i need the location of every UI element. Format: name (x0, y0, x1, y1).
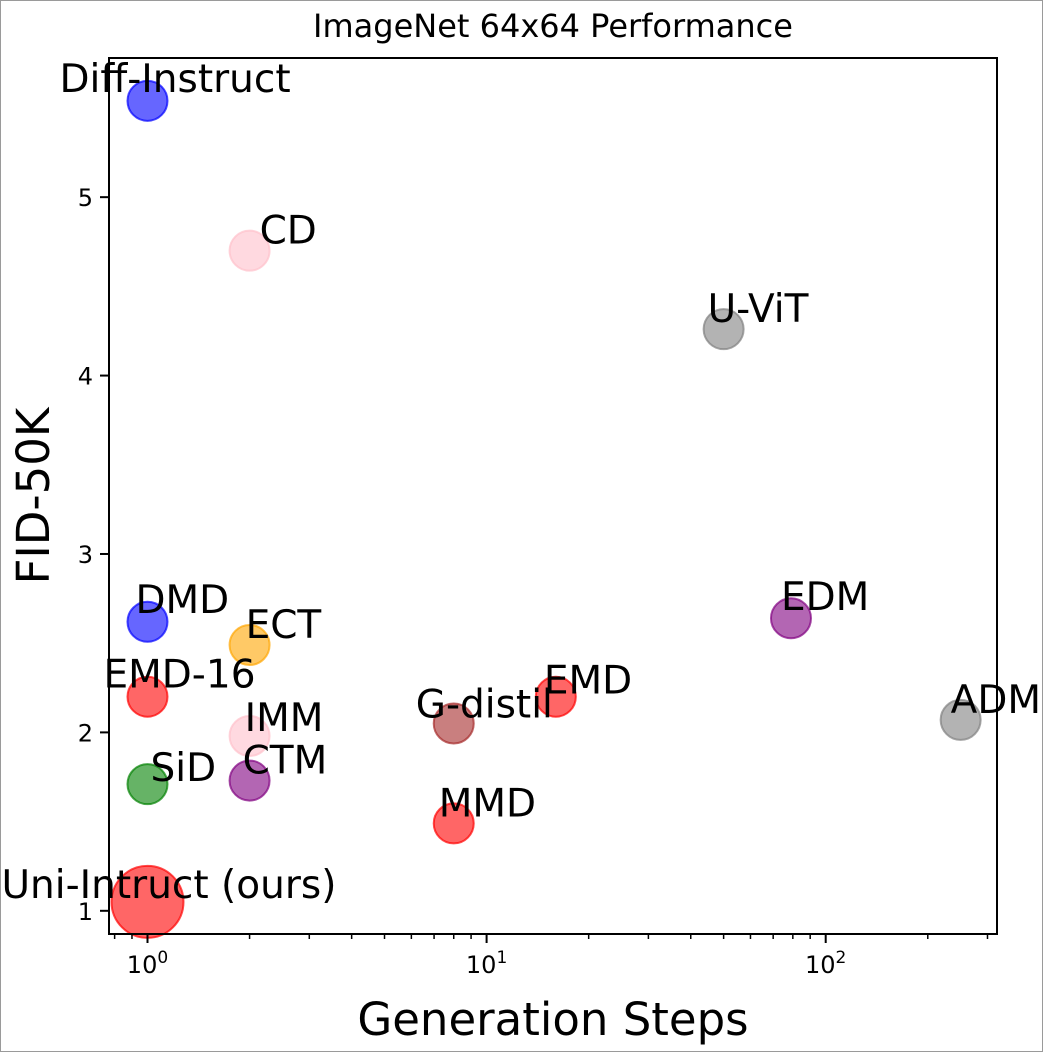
point-label: DMD (135, 578, 229, 623)
y-tick-label: 1 (78, 898, 93, 926)
point-label: Diff-Instruct (59, 57, 290, 102)
x-axis-label: Generation Steps (357, 993, 748, 1046)
point-marker (126, 675, 169, 718)
x-tick-label: 101 (466, 948, 507, 979)
point-label: EDM (781, 575, 869, 620)
y-tick-label: 4 (78, 363, 93, 391)
point-label: Uni-Intruct (ours) (1, 863, 336, 908)
chart-title: ImageNet 64x64 Performance (313, 7, 793, 45)
point-labels-layer: Diff-Instruct CD U-ViT DMD EDM ECT EMD-16 EMD AD… (1, 57, 1041, 908)
point-label: EMD (544, 659, 632, 704)
y-axis-ticks: 1 2 3 4 5 (78, 184, 109, 926)
y-tick-label: 5 (78, 184, 93, 212)
point-marker (228, 759, 271, 802)
point-marker (534, 675, 577, 718)
y-tick-label: 3 (78, 541, 93, 569)
plot-frame (108, 57, 998, 935)
point-label: MMD (439, 781, 536, 826)
point-marker (228, 623, 271, 666)
point-marker (126, 600, 169, 643)
points-layer (110, 79, 982, 939)
y-tick-label: 2 (78, 719, 93, 747)
point-marker (126, 79, 169, 122)
point-marker (432, 702, 475, 745)
x-tick-label: 102 (805, 948, 846, 979)
point-marker (769, 597, 812, 640)
point-marker (126, 763, 169, 806)
point-marker (228, 714, 271, 757)
point-label: ECT (246, 603, 322, 648)
point-label: G-distil (416, 682, 553, 727)
point-label: ADM (951, 678, 1041, 723)
point-label: EMD-16 (103, 653, 255, 698)
point-label: SiD (150, 746, 216, 791)
point-label: CD (260, 209, 317, 254)
point-label: U-ViT (708, 287, 809, 332)
point-label: IMM (245, 696, 324, 741)
y-axis-label: FID-50K (7, 406, 60, 584)
point-marker (702, 308, 745, 351)
point-marker (939, 698, 982, 741)
x-axis-ticks: 100 101 102 (113, 934, 989, 979)
point-label: CTM (243, 739, 328, 784)
point-marker (228, 229, 271, 272)
x-tick-label: 100 (127, 948, 168, 979)
point-marker (432, 802, 475, 845)
